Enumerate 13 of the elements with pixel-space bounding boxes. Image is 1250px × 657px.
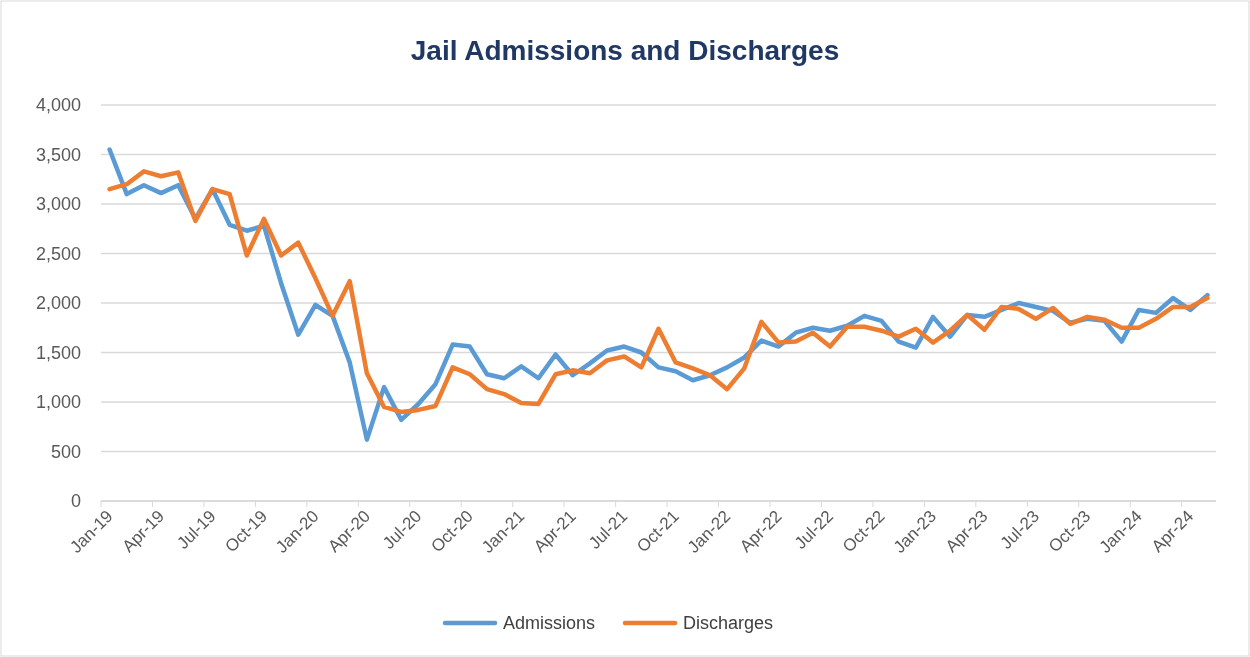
y-tick-label: 3,000 [35,194,81,215]
y-tick-label: 500 [50,441,81,462]
y-tick-label: 1,000 [35,392,81,413]
legend-label: Discharges [683,613,774,634]
y-tick-label: 2,000 [35,293,81,314]
y-tick-label: 2,500 [35,243,81,264]
line-series [107,169,1210,415]
y-tick-label: 3,500 [35,144,81,165]
legend-label: Admissions [503,613,596,634]
y-tick-label: 4,000 [35,95,81,116]
y-tick-label: 1,500 [35,342,81,363]
chart-title: Jail Admissions and Discharges [410,35,840,66]
y-tick-label: 0 [70,491,81,512]
